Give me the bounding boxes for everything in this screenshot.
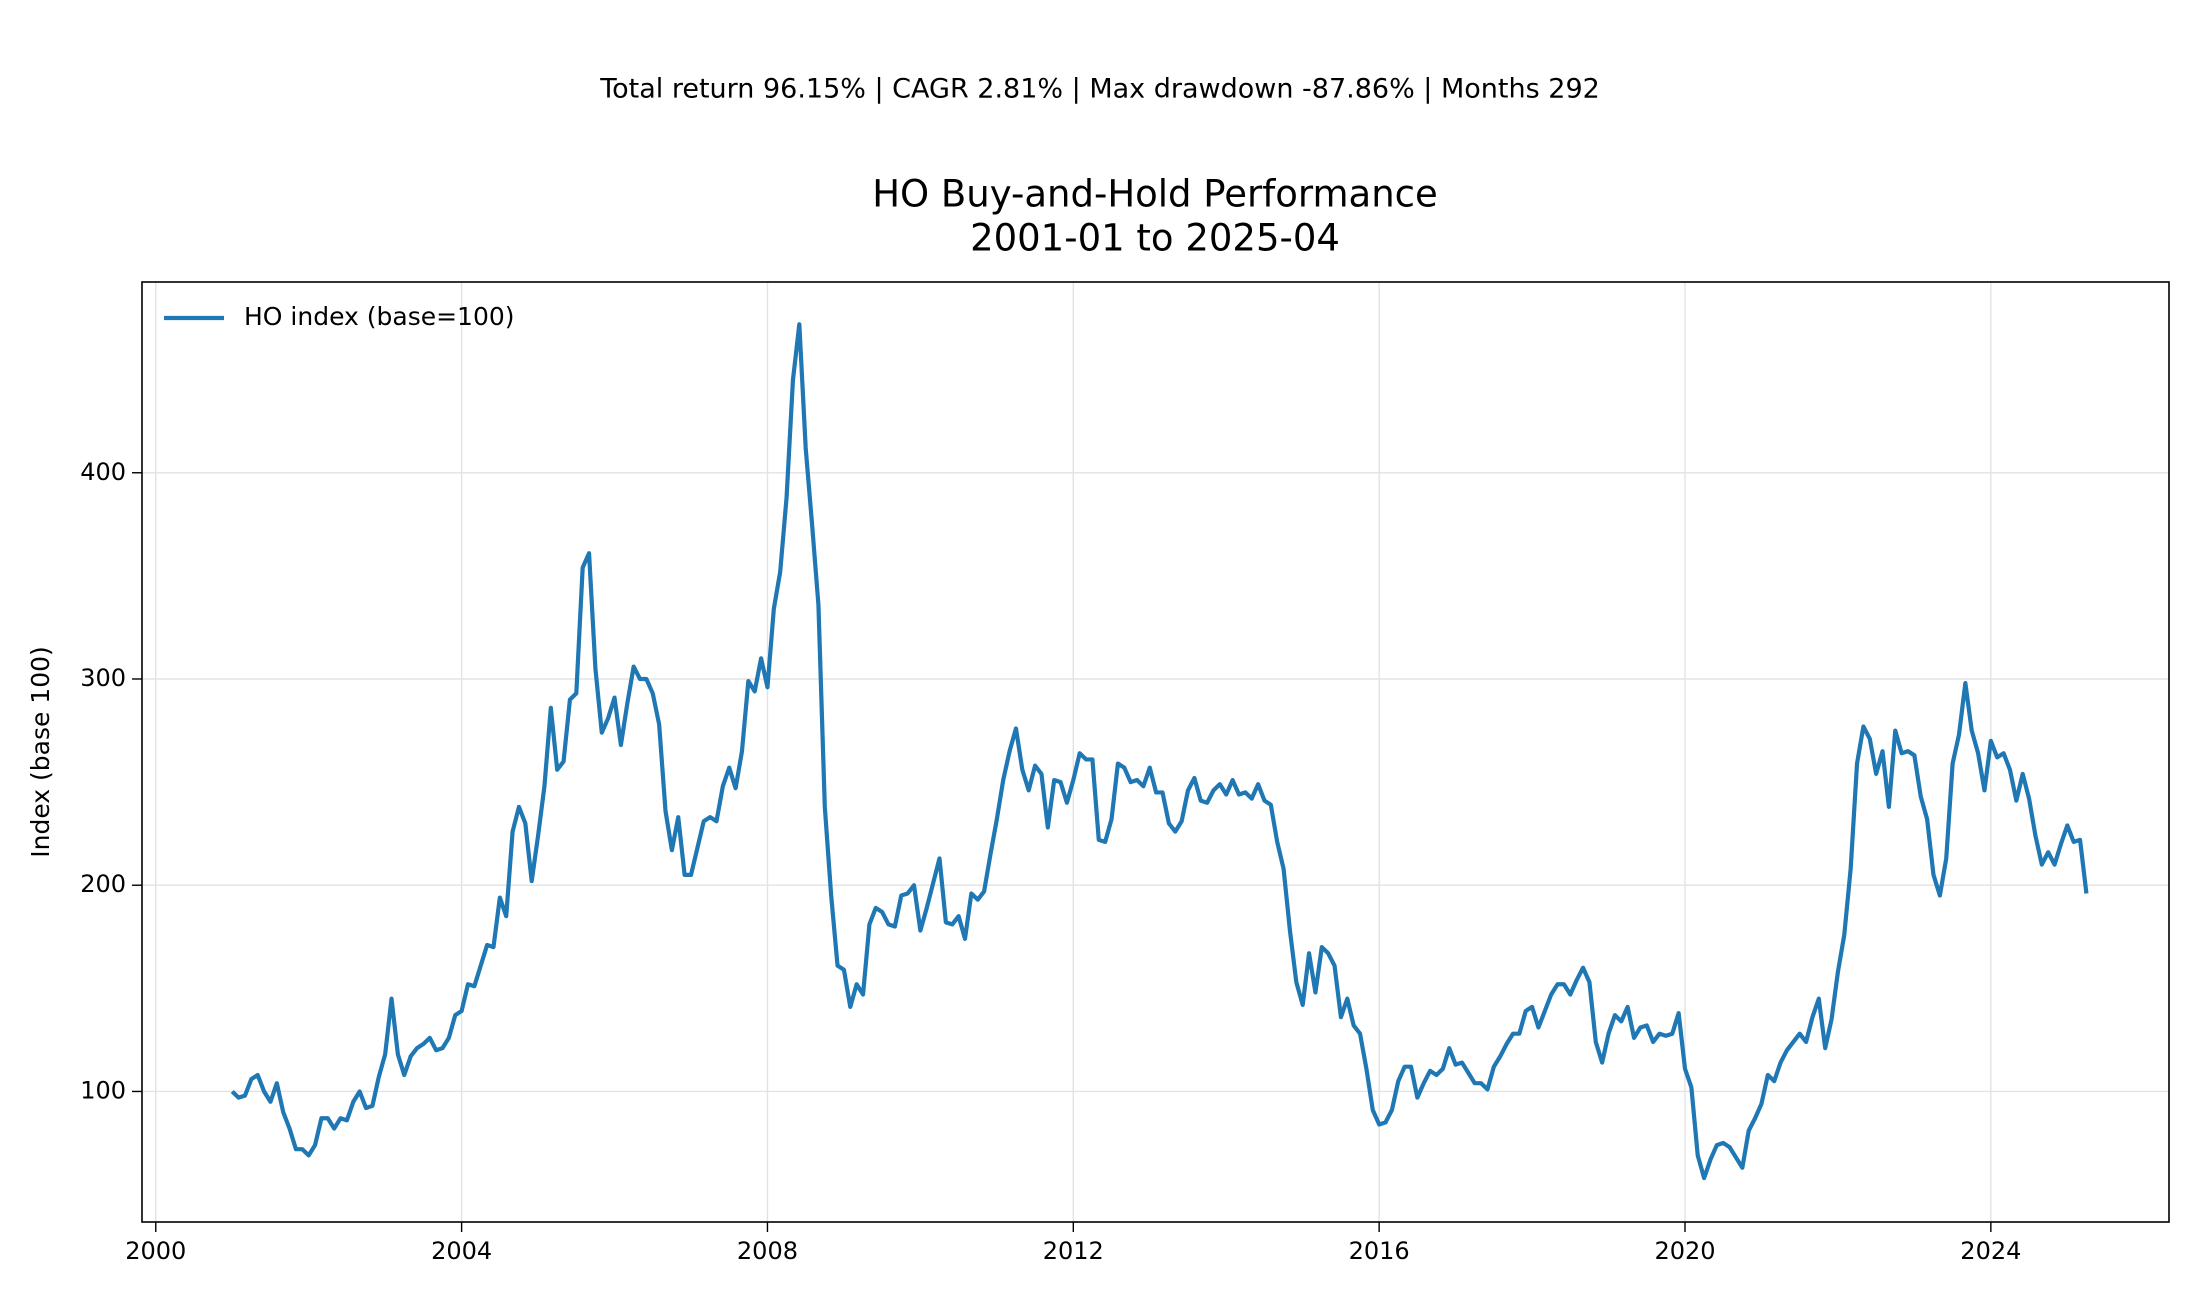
- header-note: Total return 96.15% | CAGR 2.81% | Max d…: [599, 74, 1600, 105]
- y-tick-label: 400: [80, 458, 126, 486]
- plot-frame: [141, 281, 2170, 1223]
- x-tick-label: 2000: [125, 1237, 186, 1265]
- x-tick-label: 2012: [1043, 1237, 1104, 1265]
- data-line: [230, 322, 2089, 1181]
- y-tick-label: 200: [80, 870, 126, 898]
- x-tick-label: 2016: [1349, 1237, 1410, 1265]
- x-tick-label: 2020: [1654, 1237, 1715, 1265]
- x-tick-label: 2004: [431, 1237, 492, 1265]
- chart-title: HO Buy-and-Hold Performance: [872, 173, 1438, 216]
- chart-subtitle: 2001-01 to 2025-04: [970, 217, 1340, 260]
- y-tick-label: 300: [80, 664, 126, 692]
- x-tick-label: 2024: [1960, 1237, 2021, 1265]
- y-tick-label: 100: [80, 1076, 126, 1104]
- legend-label: HO index (base=100): [244, 302, 515, 331]
- y-axis-label: Index (base 100): [26, 646, 55, 858]
- x-tick-label: 2008: [737, 1237, 798, 1265]
